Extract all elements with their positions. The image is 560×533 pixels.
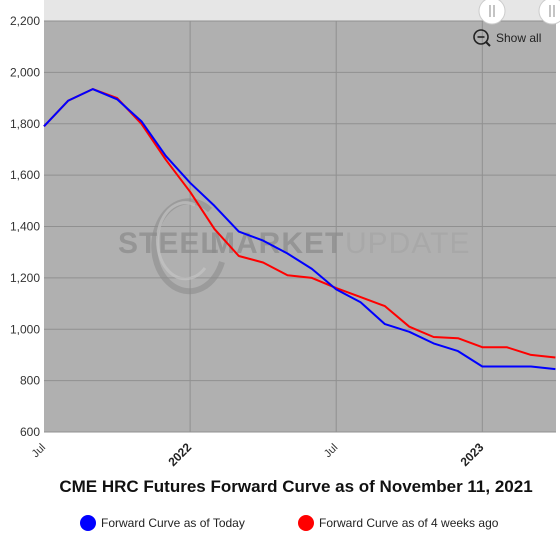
y-tick-label: 1,800 [10, 117, 40, 131]
y-axis: 600 800 1,000 1,200 1,400 1,600 1,800 2,000 2,20… [10, 14, 40, 439]
x-tick-label: Jul [322, 442, 340, 460]
watermark-update: UPDATE [345, 227, 470, 260]
navigator-strip[interactable] [44, 0, 560, 21]
navigator-handle-left[interactable] [478, 0, 506, 25]
y-tick-label: 2,200 [10, 14, 40, 28]
legend-item-4-weeks-ago[interactable]: Forward Curve as of 4 weeks ago [298, 515, 499, 531]
x-tick-label: Jul [30, 442, 48, 460]
x-tick-label: 2023 [458, 440, 487, 469]
legend-item-today[interactable]: Forward Curve as of Today [80, 515, 245, 531]
series-layer [43, 88, 556, 371]
y-tick-label: 1,000 [10, 322, 40, 336]
y-tick-label: 1,600 [10, 168, 40, 182]
y-tick-label: 1,400 [10, 220, 40, 234]
legend-label-today: Forward Curve as of Today [101, 516, 245, 530]
grid-lines [44, 20, 556, 433]
y-tick-label: 1,200 [10, 271, 40, 285]
watermark-market: MARKET [210, 227, 344, 260]
show-all-button[interactable]: Show all [468, 26, 548, 50]
watermark-swoosh-inner [156, 201, 207, 281]
watermark-steel: STEEL [118, 227, 220, 260]
y-tick-label: 800 [20, 374, 40, 388]
y-tick-label: 2,000 [10, 65, 40, 79]
series-line-today [43, 88, 556, 371]
navigator-handle-right[interactable] [538, 0, 560, 25]
y-tick-label: 600 [20, 425, 40, 439]
x-axis: Jul 2022 Jul 2023 [30, 440, 487, 469]
legend: Forward Curve as of Today Forward Curve … [80, 515, 499, 531]
show-all-label: Show all [496, 31, 541, 45]
chart-title: CME HRC Futures Forward Curve as of Nove… [59, 477, 532, 496]
zoom-out-icon [473, 29, 491, 47]
legend-label-4-weeks-ago: Forward Curve as of 4 weeks ago [319, 516, 499, 530]
x-tick-label: 2022 [165, 440, 194, 469]
watermark: STEEL MARKET UPDATE [118, 198, 470, 295]
